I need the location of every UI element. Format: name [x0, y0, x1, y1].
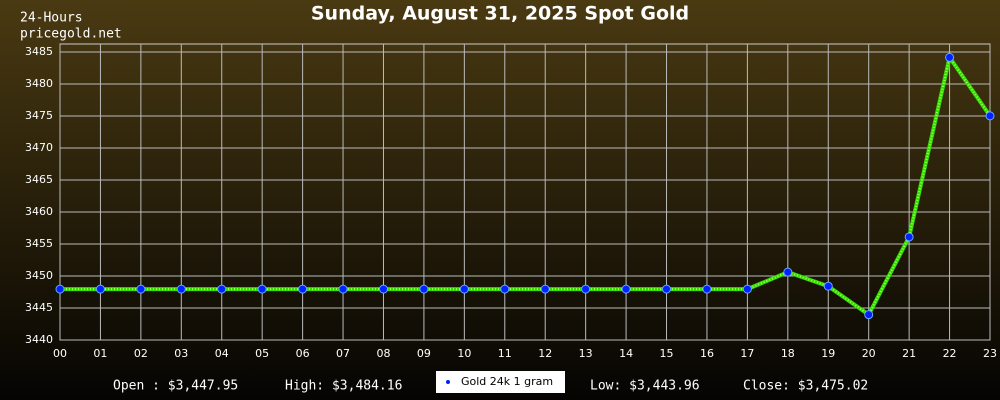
- x-tick-label: 01: [93, 347, 107, 360]
- data-point: [95, 284, 105, 294]
- y-tick-label: 3440: [25, 333, 53, 346]
- x-tick-label: 16: [700, 347, 714, 360]
- x-tick-label: 22: [943, 347, 957, 360]
- x-tick-label: 02: [134, 347, 148, 360]
- data-point: [702, 284, 712, 294]
- x-tick-label: 04: [215, 347, 229, 360]
- y-tick-label: 3475: [25, 109, 53, 122]
- summary-low: Low: $3,443.96: [590, 379, 700, 394]
- data-point: [298, 284, 308, 294]
- data-point: [338, 284, 348, 294]
- legend-label: Gold 24k 1 gram: [461, 375, 553, 388]
- y-tick-label: 3450: [25, 269, 53, 282]
- y-tick-label: 3485: [25, 45, 53, 58]
- data-point: [176, 284, 186, 294]
- data-point: [136, 284, 146, 294]
- x-tick-label: 08: [376, 347, 390, 360]
- data-point: [621, 284, 631, 294]
- data-point: [823, 281, 833, 291]
- series-line-texture: [60, 54, 991, 317]
- data-point: [742, 284, 752, 294]
- x-tick-label: 21: [902, 347, 916, 360]
- y-tick-label: 3460: [25, 205, 53, 218]
- x-tick-label: 00: [53, 347, 67, 360]
- data-point: [55, 284, 65, 294]
- source-line: 24-Hours: [20, 11, 83, 26]
- x-tick-label: 03: [174, 347, 188, 360]
- data-point: [419, 284, 429, 294]
- data-point: [864, 310, 874, 320]
- x-tick-label: 20: [862, 347, 876, 360]
- chart-title: Sunday, August 31, 2025 Spot Gold: [311, 3, 689, 25]
- y-tick-label: 3470: [25, 141, 53, 154]
- legend-marker: [446, 380, 450, 384]
- data-point: [378, 284, 388, 294]
- x-tick-label: 12: [538, 347, 552, 360]
- source-line: pricegold.net: [20, 27, 122, 42]
- x-tick-label: 14: [619, 347, 633, 360]
- data-point: [985, 111, 995, 121]
- x-tick-label: 19: [821, 347, 835, 360]
- data-point: [540, 284, 550, 294]
- data-point: [662, 284, 672, 294]
- plot-area: 3440 3445 3450 3455 3460 3465 3470 3475 3480 3485…: [25, 43, 997, 360]
- x-tick-label: 11: [498, 347, 512, 360]
- y-tick-label: 3445: [25, 301, 53, 314]
- y-tick-label: 3455: [25, 237, 53, 250]
- legend-box: [436, 371, 565, 393]
- data-point: [783, 267, 793, 277]
- data-point: [500, 284, 510, 294]
- y-tick-label: 3465: [25, 173, 53, 186]
- x-tick-label: 17: [740, 347, 754, 360]
- x-tick-label: 18: [781, 347, 795, 360]
- x-tick-label: 23: [983, 347, 997, 360]
- data-point: [581, 284, 591, 294]
- x-tick-label: 06: [296, 347, 310, 360]
- data-point: [459, 284, 469, 294]
- x-tick-label: 13: [579, 347, 593, 360]
- x-tick-label: 07: [336, 347, 350, 360]
- x-tick-label: 05: [255, 347, 269, 360]
- x-tick-label: 15: [660, 347, 674, 360]
- summary-high: High: $3,484.16: [285, 379, 402, 394]
- data-point: [257, 284, 267, 294]
- summary-open: Open : $3,447.95: [113, 379, 238, 394]
- summary-close: Close: $3,475.02: [743, 379, 868, 394]
- data-point: [217, 284, 227, 294]
- data-point: [945, 52, 955, 62]
- data-point: [904, 232, 914, 242]
- y-tick-label: 3480: [25, 77, 53, 90]
- x-tick-label: 10: [457, 347, 471, 360]
- x-tick-label: 09: [417, 347, 431, 360]
